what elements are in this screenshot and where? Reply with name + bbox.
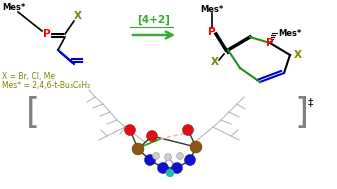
- Text: ]: ]: [295, 96, 309, 130]
- Circle shape: [147, 130, 157, 142]
- Text: P: P: [208, 27, 216, 37]
- Text: X: X: [294, 50, 302, 60]
- Circle shape: [124, 125, 135, 136]
- Text: X: X: [74, 11, 82, 21]
- Circle shape: [190, 141, 202, 153]
- Circle shape: [184, 154, 195, 166]
- Circle shape: [145, 154, 155, 166]
- Circle shape: [157, 163, 168, 174]
- Text: Mes*: Mes*: [200, 5, 223, 14]
- Text: P: P: [43, 29, 51, 39]
- Circle shape: [172, 163, 183, 174]
- Text: P: P: [266, 38, 274, 48]
- Circle shape: [166, 170, 174, 177]
- Circle shape: [183, 125, 193, 136]
- Text: [: [: [26, 96, 40, 130]
- Text: X: X: [211, 57, 219, 67]
- Circle shape: [153, 153, 159, 160]
- Circle shape: [164, 153, 172, 160]
- Text: [4+2]: [4+2]: [137, 15, 171, 25]
- Text: Mes*: Mes*: [2, 3, 25, 12]
- Text: X = Br, Cl, Me: X = Br, Cl, Me: [2, 72, 55, 81]
- Circle shape: [177, 153, 184, 160]
- Text: Mes*: Mes*: [278, 29, 301, 38]
- Text: ‡: ‡: [308, 97, 313, 107]
- Text: Mes* = 2,4,6-t-Bu₃C₆H₂: Mes* = 2,4,6-t-Bu₃C₆H₂: [2, 81, 90, 90]
- Circle shape: [132, 143, 144, 155]
